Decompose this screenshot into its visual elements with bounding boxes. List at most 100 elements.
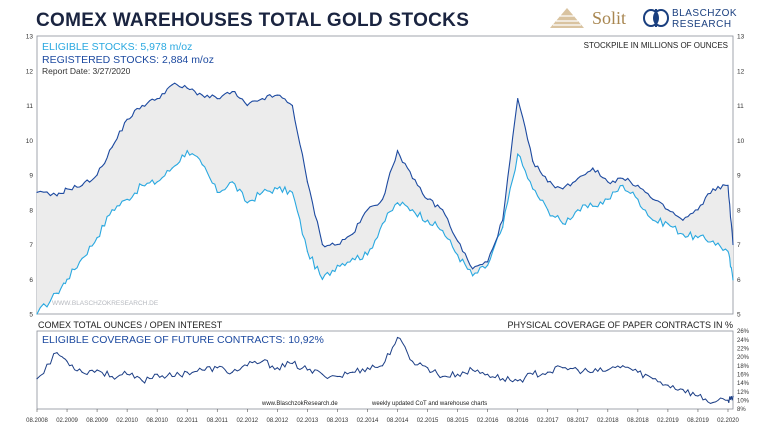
coverage-point — [171, 375, 173, 378]
logo-blaschzok-line1: BLASCHZOK — [672, 8, 738, 19]
coverage-point — [667, 384, 669, 386]
coverage-point — [472, 369, 474, 371]
eligible-point — [637, 198, 639, 200]
coverage-point — [442, 375, 444, 378]
eligible-stocks-line — [36, 149, 734, 315]
coverage-points — [36, 336, 734, 404]
registered-point — [96, 174, 98, 176]
coverage-chart-title: COMEX TOTAL OUNCES / OPEN INTEREST — [38, 320, 223, 330]
eligible-point — [622, 184, 624, 186]
coverage-point — [697, 395, 699, 397]
stock-y-tick-right: 13 — [737, 34, 745, 41]
registered-point — [36, 191, 38, 193]
coverage-y-tick: 14% — [737, 381, 750, 387]
coverage-point — [111, 375, 113, 378]
x-tick-label: 08.2012 — [266, 418, 288, 424]
registered-point — [547, 181, 549, 183]
registered-point — [442, 209, 444, 211]
coverage-point — [547, 371, 549, 373]
pyramid-logo-icon — [550, 8, 584, 28]
registered-point — [276, 94, 278, 96]
x-tick-label: 08.2017 — [567, 418, 589, 424]
coverage-point — [411, 360, 414, 362]
registered-point — [727, 184, 729, 186]
x-tick-label: 02.2020 — [717, 418, 739, 424]
coverage-point — [81, 371, 83, 373]
stock-y-tick-left: 6 — [29, 277, 33, 284]
eligible-point — [201, 164, 203, 166]
registered-point — [562, 188, 564, 190]
coverage-point — [246, 365, 248, 367]
registered-point — [291, 104, 293, 107]
x-tick-label: 08.2010 — [146, 418, 168, 424]
legend-registered: REGISTERED STOCKS: 2,884 m/oz — [42, 54, 214, 66]
eligible-point — [502, 226, 504, 228]
registered-point — [682, 219, 684, 221]
footer-right: weekly updated CoT and warehouse charts — [371, 401, 487, 407]
eligible-point — [667, 223, 669, 225]
eligible-point — [186, 150, 188, 152]
x-tick-label: 08.2015 — [447, 418, 469, 424]
eligible-point — [592, 205, 594, 207]
registered-point — [712, 188, 714, 190]
registered-point — [111, 146, 113, 148]
registered-point — [321, 243, 323, 246]
registered-point — [472, 268, 474, 270]
coverage-point — [56, 352, 58, 354]
registered-point — [66, 188, 68, 190]
registered-point — [366, 209, 369, 211]
stock-y-tick-right: 8 — [737, 207, 741, 214]
eligible-point — [712, 240, 714, 242]
stock-y-tick-right: 10 — [737, 138, 745, 145]
coverage-y-tick: 8% — [737, 407, 746, 413]
eligible-point — [532, 188, 534, 190]
registered-point — [186, 87, 188, 89]
registered-point — [697, 209, 699, 211]
coverage-y-tick: 18% — [737, 364, 750, 370]
eligible-point — [732, 279, 734, 281]
eligible-point — [96, 237, 98, 239]
registered-point — [732, 243, 734, 246]
coverage-point — [457, 373, 459, 375]
eligible-point — [321, 278, 323, 280]
registered-point — [336, 243, 338, 246]
x-tick-label: 02.2015 — [417, 418, 439, 424]
x-tick-label: 08.2016 — [507, 418, 529, 424]
coverage-point — [637, 371, 639, 373]
coverage-point — [732, 395, 734, 397]
chart-title: COMEX WAREHOUSES TOTAL GOLD STOCKS — [36, 10, 470, 31]
x-tick-label: 08.2014 — [387, 418, 409, 424]
eligible-point — [697, 237, 699, 239]
registered-point — [487, 261, 489, 263]
coverage-point — [156, 373, 158, 375]
registered-point — [592, 167, 594, 169]
coverage-point — [532, 373, 534, 375]
stock-y-tick-left: 9 — [29, 173, 33, 180]
legend-coverage: ELIGIBLE COVERAGE OF FUTURE CONTRACTS: 1… — [42, 334, 324, 346]
x-tick-label: 02.2017 — [537, 418, 559, 424]
coverage-point — [201, 369, 203, 371]
coverage-line — [36, 336, 734, 404]
stock-y-tick-left: 12 — [26, 68, 34, 75]
stock-y-tick-right: 7 — [737, 242, 741, 249]
coverage-y-tick: 22% — [737, 347, 750, 353]
x-tick-label: 08.2013 — [327, 418, 349, 424]
eligible-point — [246, 202, 248, 204]
registered-point — [261, 98, 263, 100]
stock-y-tick-right: 9 — [737, 173, 741, 180]
eligible-point — [396, 202, 399, 204]
registered-point — [246, 104, 248, 107]
coverage-point — [396, 336, 399, 339]
stock-y-axis-label: STOCKPILE IN MILLIONS OF OUNCES — [584, 41, 728, 50]
coverage-y-tick: 12% — [737, 390, 750, 396]
coverage-point — [96, 369, 98, 371]
coverage-y-tick: 26% — [737, 329, 750, 335]
coverage-point — [592, 371, 594, 373]
stock-y-tick-right: 12 — [737, 68, 745, 75]
stock-y-tick-right: 6 — [737, 277, 741, 284]
x-tick-label: 08.2011 — [207, 418, 229, 424]
coverage-point — [126, 373, 128, 375]
stock-y-tick-right: 5 — [737, 312, 741, 319]
eligible-point — [457, 254, 459, 256]
eligible-point — [171, 167, 173, 169]
